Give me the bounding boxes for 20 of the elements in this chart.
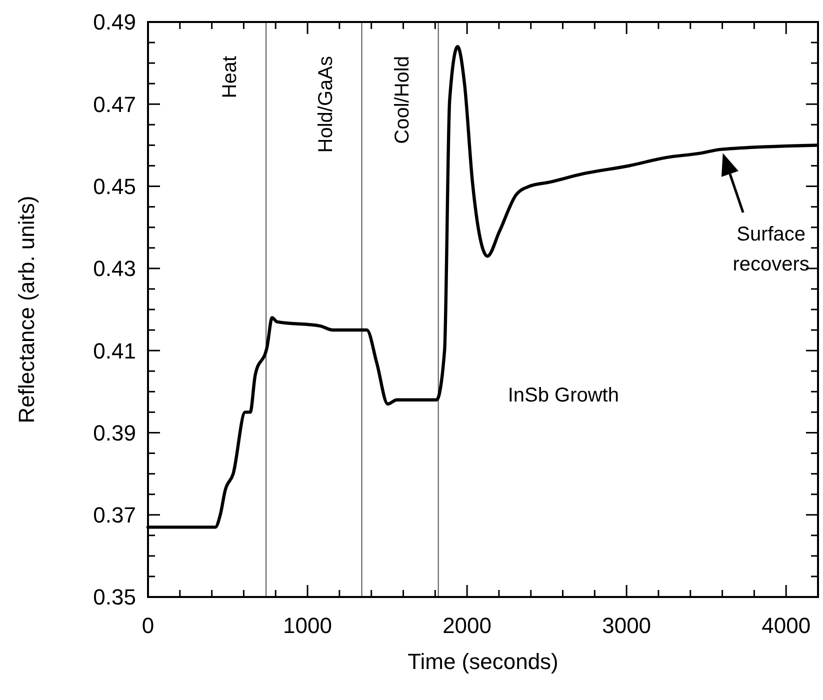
x-tick-label: 4000	[762, 613, 811, 638]
y-tick-label: 0.37	[93, 502, 136, 528]
annotation: InSb Growth	[508, 384, 619, 406]
x-tick-label: 0	[142, 613, 154, 638]
x-tick-label: 2000	[442, 613, 492, 638]
ref-line-label: Hold/GaAs	[314, 56, 337, 153]
y-tick-label: 0.41	[93, 338, 136, 364]
ref-line-label: Cool/Hold	[391, 56, 414, 144]
x-tick-label: 3000	[602, 613, 652, 638]
y-tick-label: 0.45	[93, 174, 136, 199]
ref-line-label: Heat	[219, 56, 242, 98]
y-tick-label: 0.47	[93, 92, 136, 117]
annotation: Surface recovers	[732, 224, 810, 276]
y-tick-label: 0.39	[93, 420, 136, 446]
y-tick-label: 0.43	[93, 256, 136, 282]
x-tick-label: 1000	[283, 613, 332, 638]
y-axis-title: Reflectance (arb. units)	[14, 196, 39, 424]
y-tick-label: 0.35	[93, 584, 136, 610]
y-tick-label: 0.49	[93, 10, 136, 35]
x-axis-title: Time (seconds)	[408, 649, 558, 674]
